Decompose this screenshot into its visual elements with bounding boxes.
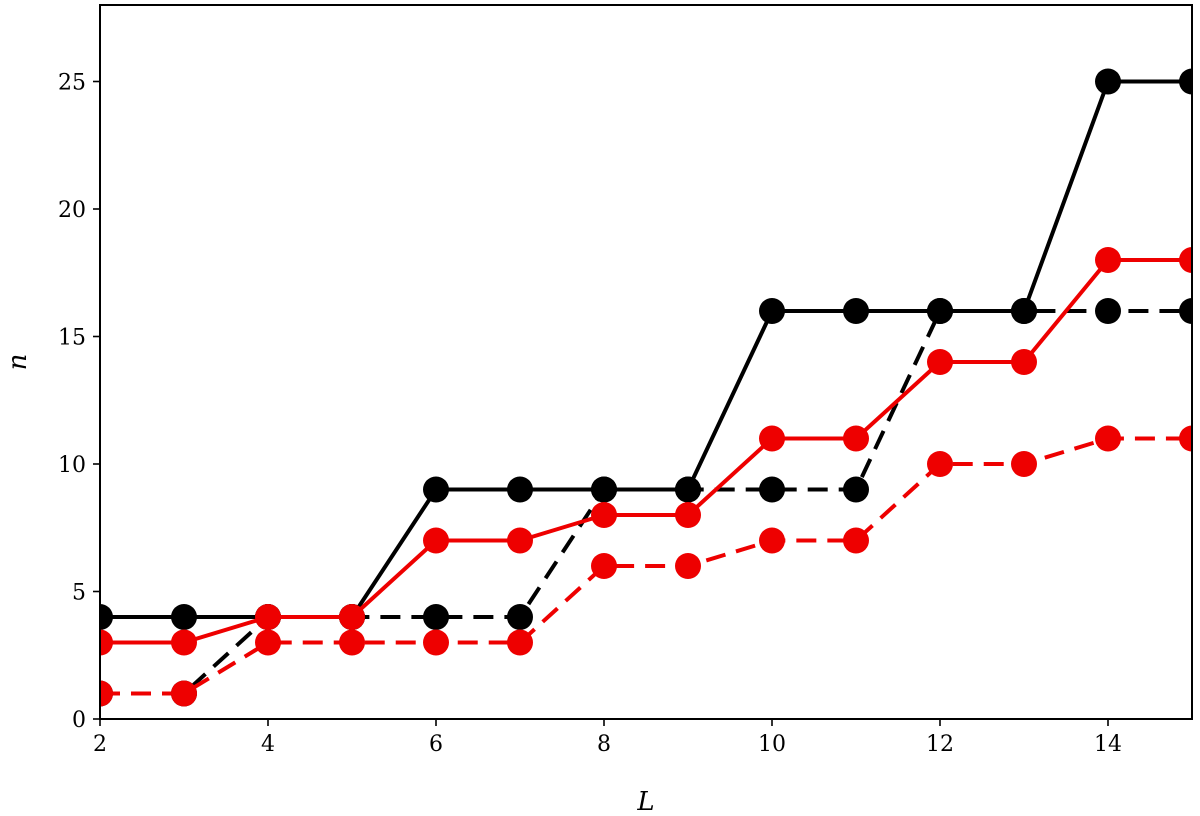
data-point (1179, 298, 1192, 324)
data-point (100, 629, 113, 656)
data-point (507, 527, 533, 554)
data-point (255, 629, 281, 656)
data-point (843, 527, 869, 554)
series-layer (100, 68, 1192, 707)
data-point (927, 298, 953, 324)
data-point (675, 502, 701, 528)
x-tick-label: 6 (429, 732, 443, 757)
y-tick-label: 0 (72, 708, 86, 733)
series-3-solid (100, 247, 1192, 656)
data-point (759, 476, 785, 503)
data-point (591, 476, 617, 503)
data-point (1011, 451, 1037, 477)
y-tick-label: 20 (58, 198, 86, 223)
series-4-dashed (100, 425, 1192, 707)
data-point (843, 425, 869, 452)
data-point (927, 349, 953, 375)
data-point (507, 476, 533, 503)
data-point (1095, 425, 1121, 452)
series-line (100, 309, 1192, 696)
series-line (100, 79, 1192, 619)
x-tick-label: 10 (758, 732, 786, 757)
x-tick-label: 4 (261, 732, 275, 757)
data-point (100, 604, 113, 630)
data-point (171, 680, 197, 707)
data-point (927, 451, 953, 477)
plot-frame (99, 4, 1193, 720)
x-axis-label: L (636, 787, 654, 816)
data-point (1179, 247, 1192, 273)
data-point (1095, 298, 1121, 324)
data-point (843, 476, 869, 503)
data-point (1179, 68, 1192, 95)
data-point (759, 527, 785, 554)
data-point (423, 527, 449, 554)
x-tick-label: 12 (926, 732, 954, 757)
x-tick-label: 2 (93, 732, 107, 757)
data-point (675, 553, 701, 579)
y-tick-label: 5 (72, 581, 86, 606)
x-tick-label: 8 (597, 732, 611, 757)
tick-layer: 2 4 6 8 10 12 14 0 5 10 15 20 25 (58, 71, 1122, 758)
series-line (100, 436, 1192, 696)
data-point (1179, 425, 1192, 452)
data-point (843, 298, 869, 324)
data-point (423, 476, 449, 503)
y-tick-label: 15 (58, 326, 86, 351)
data-point (255, 604, 281, 630)
y-tick-label: 10 (58, 453, 86, 478)
y-tick-label: 25 (58, 71, 86, 96)
data-point (1011, 298, 1037, 324)
data-point (591, 502, 617, 528)
data-point (759, 425, 785, 452)
data-point (339, 604, 365, 630)
data-point (100, 680, 113, 707)
data-point (507, 629, 533, 656)
data-point (591, 553, 617, 579)
data-point (1095, 68, 1121, 95)
data-point (507, 604, 533, 630)
data-point (759, 298, 785, 324)
y-axis-label: n (3, 354, 33, 371)
data-point (675, 476, 701, 503)
data-point (171, 629, 197, 656)
data-point (171, 604, 197, 630)
data-point (1095, 247, 1121, 273)
data-point (423, 604, 449, 630)
data-point (423, 629, 449, 656)
series-line (100, 258, 1192, 645)
data-point (1011, 349, 1037, 375)
data-point (339, 629, 365, 656)
x-tick-label: 14 (1094, 732, 1122, 757)
